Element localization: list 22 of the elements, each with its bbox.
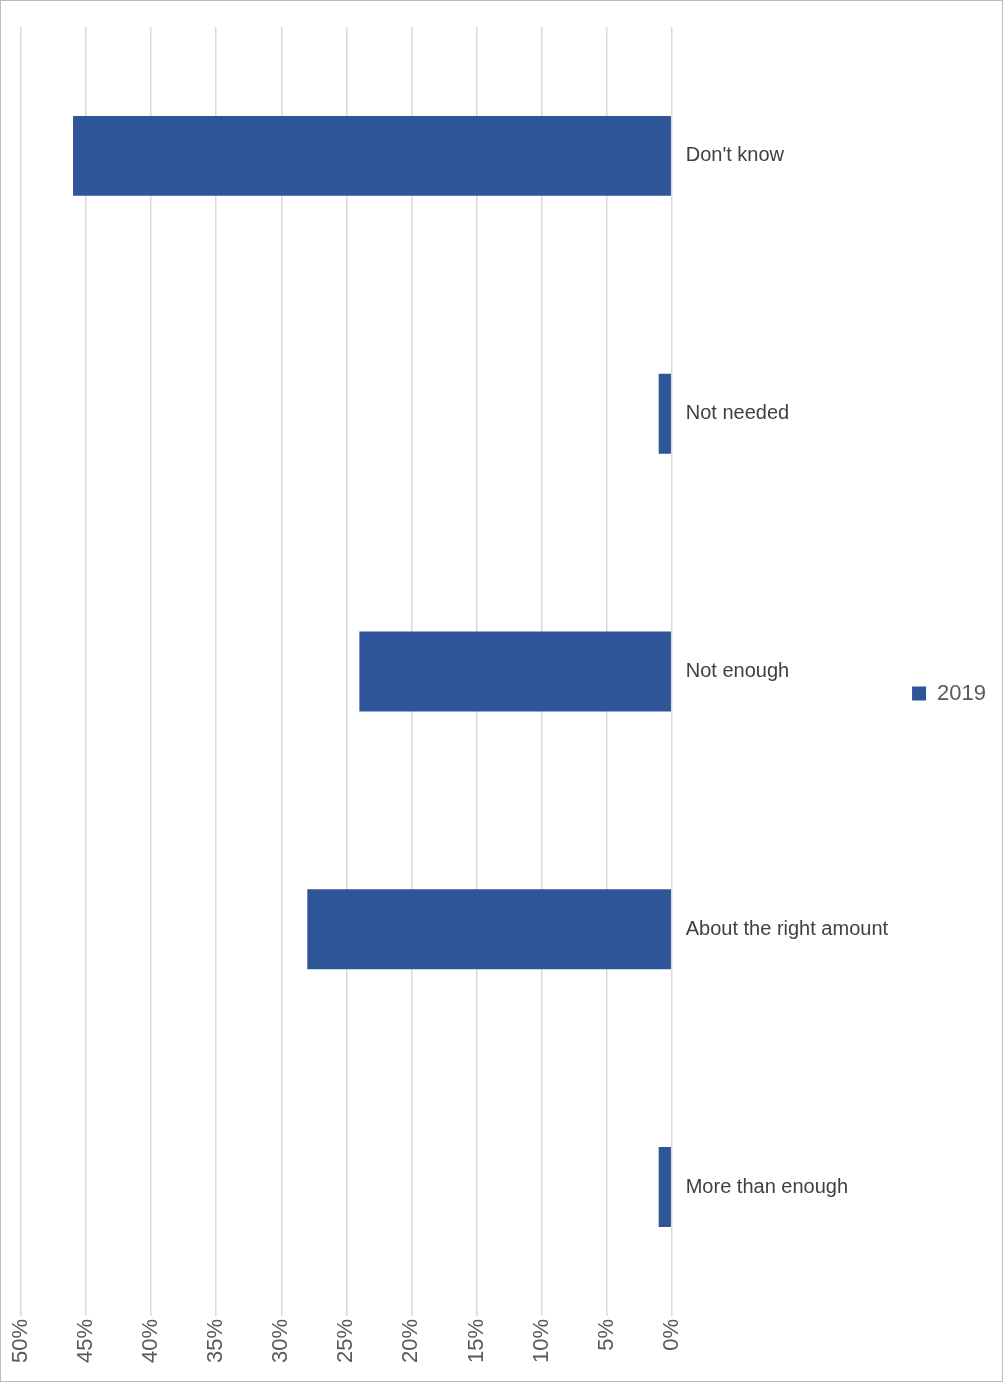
bar	[307, 889, 671, 970]
x-tick-label: 10%	[527, 1318, 553, 1364]
bar	[658, 373, 671, 454]
bar	[359, 631, 671, 712]
x-tick-label: 25%	[332, 1318, 358, 1364]
x-tick-label: 20%	[397, 1318, 423, 1364]
y-tick-label: Don't know	[685, 143, 785, 166]
y-tick-label: Not needed	[685, 401, 790, 424]
x-tick-label: 45%	[72, 1318, 98, 1364]
bar	[73, 115, 671, 196]
y-tick-label: About the right amount	[685, 916, 889, 939]
x-tick-label: 40%	[137, 1318, 163, 1364]
x-tick-label: 30%	[267, 1318, 293, 1364]
legend-label: 2019	[937, 679, 987, 705]
x-tick-label: 0%	[657, 1318, 683, 1351]
x-tick-label: 5%	[592, 1318, 618, 1351]
bar	[658, 1147, 671, 1228]
x-tick-label: 50%	[7, 1318, 33, 1364]
y-tick-label: More than enough	[685, 1174, 849, 1197]
y-tick-label: Not enough	[685, 659, 790, 681]
x-tick-label: 35%	[202, 1318, 228, 1364]
x-tick-label: 15%	[462, 1318, 488, 1364]
